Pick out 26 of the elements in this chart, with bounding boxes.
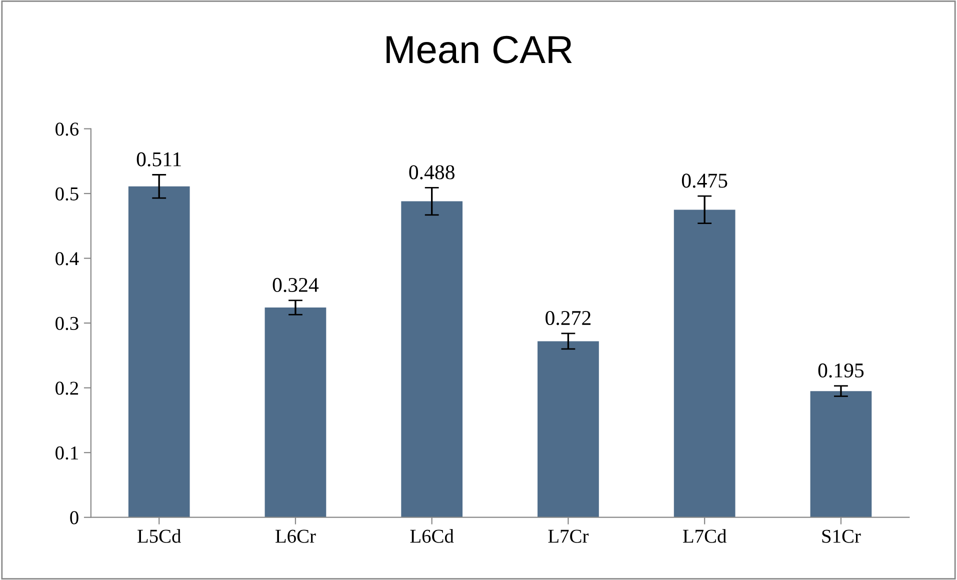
y-tick-label: 0.1 — [56, 446, 78, 460]
y-tick-label: 0.5 — [56, 187, 78, 201]
data-label: 0.511 — [136, 152, 181, 166]
x-tick-label: L7Cd — [683, 529, 726, 543]
bar — [264, 308, 326, 518]
y-tick-label: 0.6 — [56, 122, 79, 136]
data-label: 0.324 — [272, 278, 319, 292]
y-tick-label: 0 — [70, 511, 78, 524]
y-tick-label: 0.4 — [56, 252, 79, 266]
data-label: 0.475 — [682, 174, 728, 188]
bar — [810, 391, 872, 518]
data-label: 0.272 — [546, 310, 591, 326]
data-label: 0.488 — [409, 165, 454, 180]
x-tick-label: S1Cr — [822, 530, 861, 543]
x-tick-label: L5Cd — [138, 529, 182, 543]
x-tick-label: L6Cr — [276, 530, 316, 543]
y-tick-label: 0.3 — [56, 316, 78, 330]
x-tick-label: L7Cr — [548, 530, 589, 543]
y-tick-label: 0.2 — [56, 382, 78, 395]
bar — [538, 341, 599, 518]
bar — [401, 201, 463, 518]
chart-title: Mean CAR — [386, 36, 572, 64]
x-tick-label: L6Cd — [410, 529, 454, 543]
bar — [674, 210, 736, 518]
data-label: 0.195 — [818, 363, 864, 378]
bar — [128, 186, 190, 518]
